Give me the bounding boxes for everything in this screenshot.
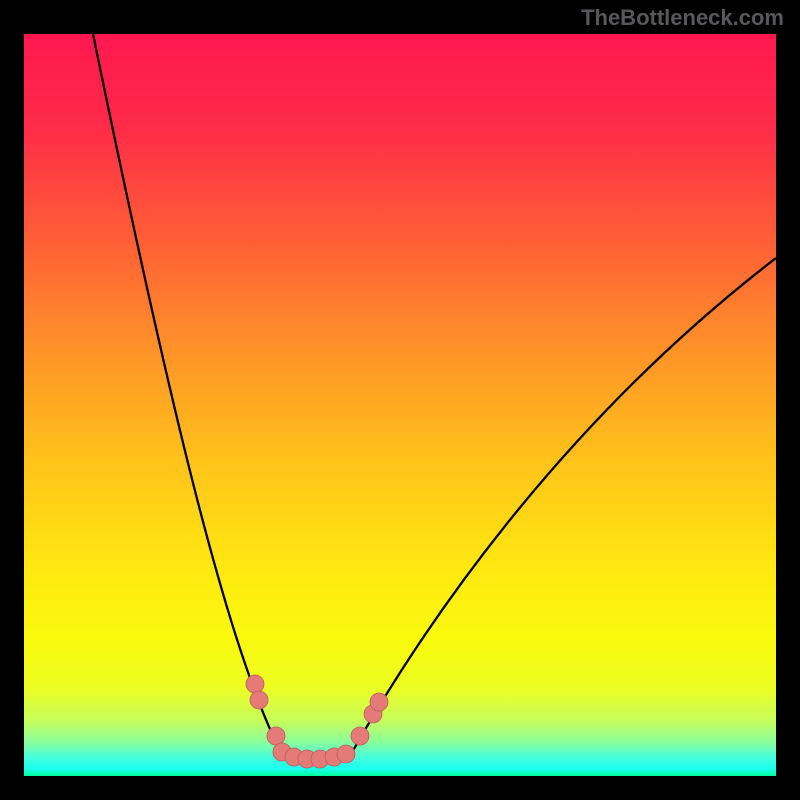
left-bottleneck-curve [93, 34, 282, 754]
plot-area [24, 34, 776, 776]
data-marker [246, 675, 264, 693]
data-marker [267, 727, 285, 745]
right-bottleneck-curve [351, 258, 776, 754]
data-marker [351, 727, 369, 745]
data-marker [337, 745, 355, 763]
source-watermark: TheBottleneck.com [581, 5, 784, 31]
data-marker [370, 693, 388, 711]
data-marker [250, 691, 268, 709]
chart-svg [24, 34, 776, 776]
